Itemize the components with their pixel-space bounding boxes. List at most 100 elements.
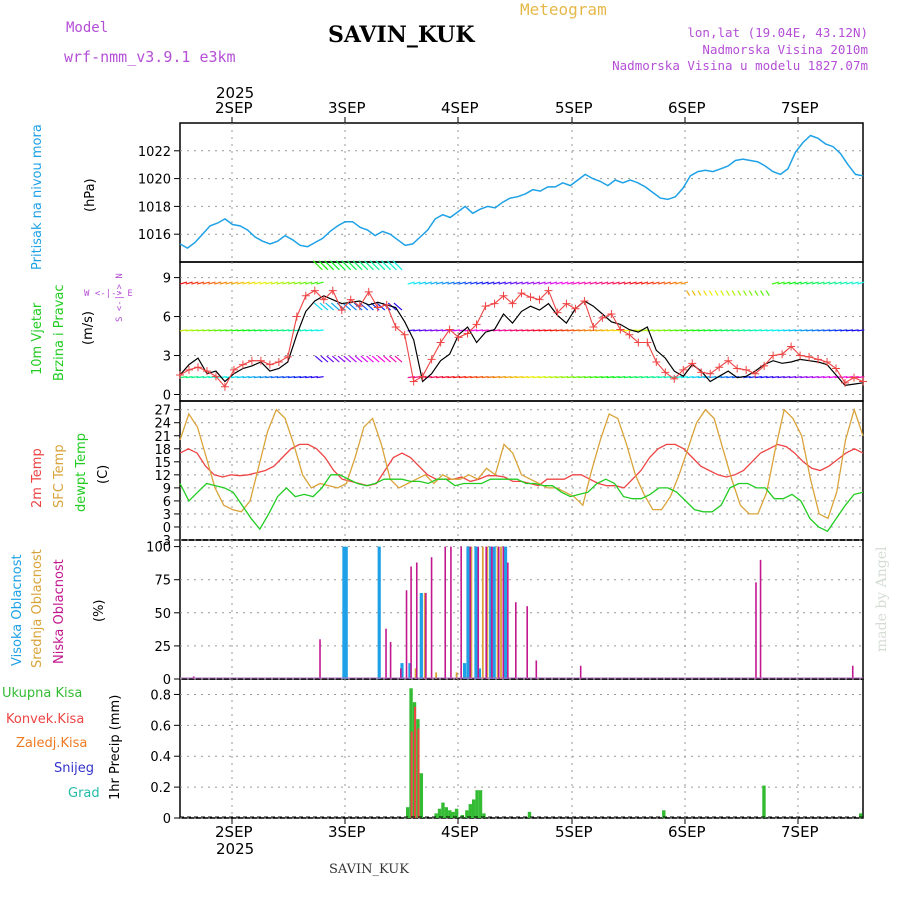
wind-barb-2-10 bbox=[236, 376, 245, 379]
cloud-high-bar-8 bbox=[474, 546, 478, 679]
wind-barb-2-71 bbox=[584, 376, 592, 379]
gust-marker-59 bbox=[706, 369, 715, 378]
wind-barb-2-72 bbox=[589, 376, 597, 379]
gust-marker-64 bbox=[751, 369, 760, 378]
wind-barb-0-113 bbox=[822, 281, 831, 285]
ytick-label-2-4: 9 bbox=[163, 482, 171, 497]
wind-barb-2-58 bbox=[510, 376, 518, 379]
gust-marker-20 bbox=[355, 302, 364, 311]
wind-barb-0-82 bbox=[646, 281, 654, 285]
wind-ylabel-sub: Brzina i Pravac bbox=[52, 284, 67, 381]
cloud-low-bar-16 bbox=[491, 546, 493, 679]
wind-barb-0-2 bbox=[191, 281, 199, 285]
gust-marker-65 bbox=[760, 361, 769, 370]
cloud-low-bar-13 bbox=[469, 546, 472, 679]
wind-barb-0-65 bbox=[549, 281, 558, 285]
temp-unit: (C) bbox=[96, 464, 111, 484]
wind-barb-2-52 bbox=[475, 376, 484, 379]
wind-barb-1-67 bbox=[561, 329, 569, 332]
wind-barb-2-50 bbox=[464, 376, 472, 379]
wind-barb-0-81 bbox=[640, 281, 649, 285]
wind-barb-2-44 bbox=[430, 376, 438, 379]
wind-barb-0-86 bbox=[669, 281, 677, 285]
gust-marker-24 bbox=[391, 322, 400, 331]
ytick-label-3-3: 75 bbox=[154, 574, 171, 589]
coords-label: lon,lat (19.04E, 43.12N) bbox=[687, 25, 868, 40]
wind-barb-0-111 bbox=[811, 281, 819, 285]
ytick-label-2-3: 6 bbox=[163, 495, 171, 510]
wind-barb-2-99 bbox=[743, 376, 751, 379]
wind-barb-2-31 bbox=[349, 355, 357, 363]
wind-barb-2-85 bbox=[663, 376, 671, 379]
gust-marker-25 bbox=[400, 330, 409, 339]
wind-barb-0-39 bbox=[392, 260, 403, 271]
wind-barb-1-70 bbox=[578, 329, 586, 332]
wind-barb-0-57 bbox=[504, 281, 512, 285]
wind-barb-1-101 bbox=[754, 329, 762, 332]
wind-barb-2-114 bbox=[828, 376, 836, 379]
wind-barb-0-68 bbox=[566, 281, 575, 285]
gust-marker-38 bbox=[517, 289, 526, 298]
cloud-low-bar-11 bbox=[450, 546, 452, 679]
wind-barb-0-98 bbox=[737, 290, 742, 296]
ytick-label-0-2: 1020 bbox=[138, 173, 171, 188]
wind-barb-1-99 bbox=[743, 329, 751, 332]
wind-barb-1-21 bbox=[299, 329, 307, 332]
wind-barb-1-88 bbox=[680, 329, 688, 332]
wind-barb-1-45 bbox=[436, 329, 444, 332]
wind-barb-0-108 bbox=[794, 281, 802, 285]
cloud-low-bar-15 bbox=[485, 546, 488, 679]
wind-barb-1-9 bbox=[231, 329, 239, 332]
panel-frame-0 bbox=[179, 122, 864, 263]
wind-barb-0-76 bbox=[612, 281, 620, 285]
wind-barb-2-23 bbox=[310, 376, 318, 379]
top-day-label-2SEP: 2SEP bbox=[215, 99, 253, 117]
gust-marker-75 bbox=[850, 373, 859, 382]
cloud-mid-bar-0 bbox=[414, 668, 417, 679]
wind-barb-1-59 bbox=[515, 329, 523, 332]
wind-barb-2-19 bbox=[288, 376, 296, 379]
gust-marker-16 bbox=[319, 295, 328, 304]
wind-barb-0-10 bbox=[236, 281, 245, 285]
wind-barb-2-83 bbox=[652, 376, 660, 379]
wind-barb-2-111 bbox=[811, 376, 819, 379]
gust-marker-42 bbox=[553, 308, 562, 317]
gust-marker-33 bbox=[472, 320, 481, 329]
wind-barb-0-110 bbox=[805, 281, 814, 285]
bottom-year-label: 2025 bbox=[216, 840, 255, 858]
wind-barb-0-16 bbox=[270, 281, 279, 285]
wind-barb-2-112 bbox=[817, 376, 825, 379]
wind-gust-line bbox=[179, 289, 864, 388]
wind-barb-2-6 bbox=[214, 376, 222, 379]
wind-barb-0-44 bbox=[430, 281, 438, 285]
ytick-label-1-3: 9 bbox=[163, 272, 171, 287]
wind-barb-2-108 bbox=[794, 376, 802, 379]
wind-barb-1-93 bbox=[709, 329, 717, 332]
wind-barb-0-14 bbox=[259, 281, 267, 285]
legend-snow: Snijeg bbox=[54, 761, 94, 776]
wind-barb-2-61 bbox=[527, 376, 535, 379]
wind-barb-0-41 bbox=[413, 281, 421, 285]
gust-marker-39 bbox=[526, 293, 535, 302]
wind-barb-1-116 bbox=[840, 329, 848, 332]
wind-speed-line bbox=[179, 295, 864, 387]
ytick-label-2-0: -3 bbox=[158, 534, 171, 549]
wind-barb-1-60 bbox=[521, 329, 529, 332]
wind-barb-1-43 bbox=[424, 329, 432, 332]
wind-barb-2-77 bbox=[618, 376, 626, 379]
gust-marker-68 bbox=[787, 342, 796, 351]
wind-barb-0-49 bbox=[458, 281, 467, 285]
wind-barb-2-55 bbox=[492, 376, 501, 379]
ytick-label-2-10: 27 bbox=[154, 404, 171, 419]
panel-frame-4 bbox=[179, 678, 864, 819]
wind-barb-0-77 bbox=[618, 281, 626, 285]
wind-barb-2-36 bbox=[377, 355, 386, 363]
wind-barb-0-40 bbox=[407, 281, 415, 285]
precip-total-bar-6 bbox=[437, 808, 442, 818]
cloud-low-bar-24 bbox=[755, 582, 757, 679]
cloud-low-bar-18 bbox=[502, 546, 505, 679]
wind-barb-2-65 bbox=[549, 376, 558, 379]
wind-barb-2-18 bbox=[282, 376, 290, 379]
gust-marker-47 bbox=[598, 313, 607, 322]
wind-barb-2-38 bbox=[388, 355, 397, 363]
